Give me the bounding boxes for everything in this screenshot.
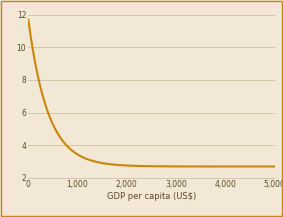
X-axis label: GDP per capita (US$): GDP per capita (US$) — [107, 192, 196, 201]
